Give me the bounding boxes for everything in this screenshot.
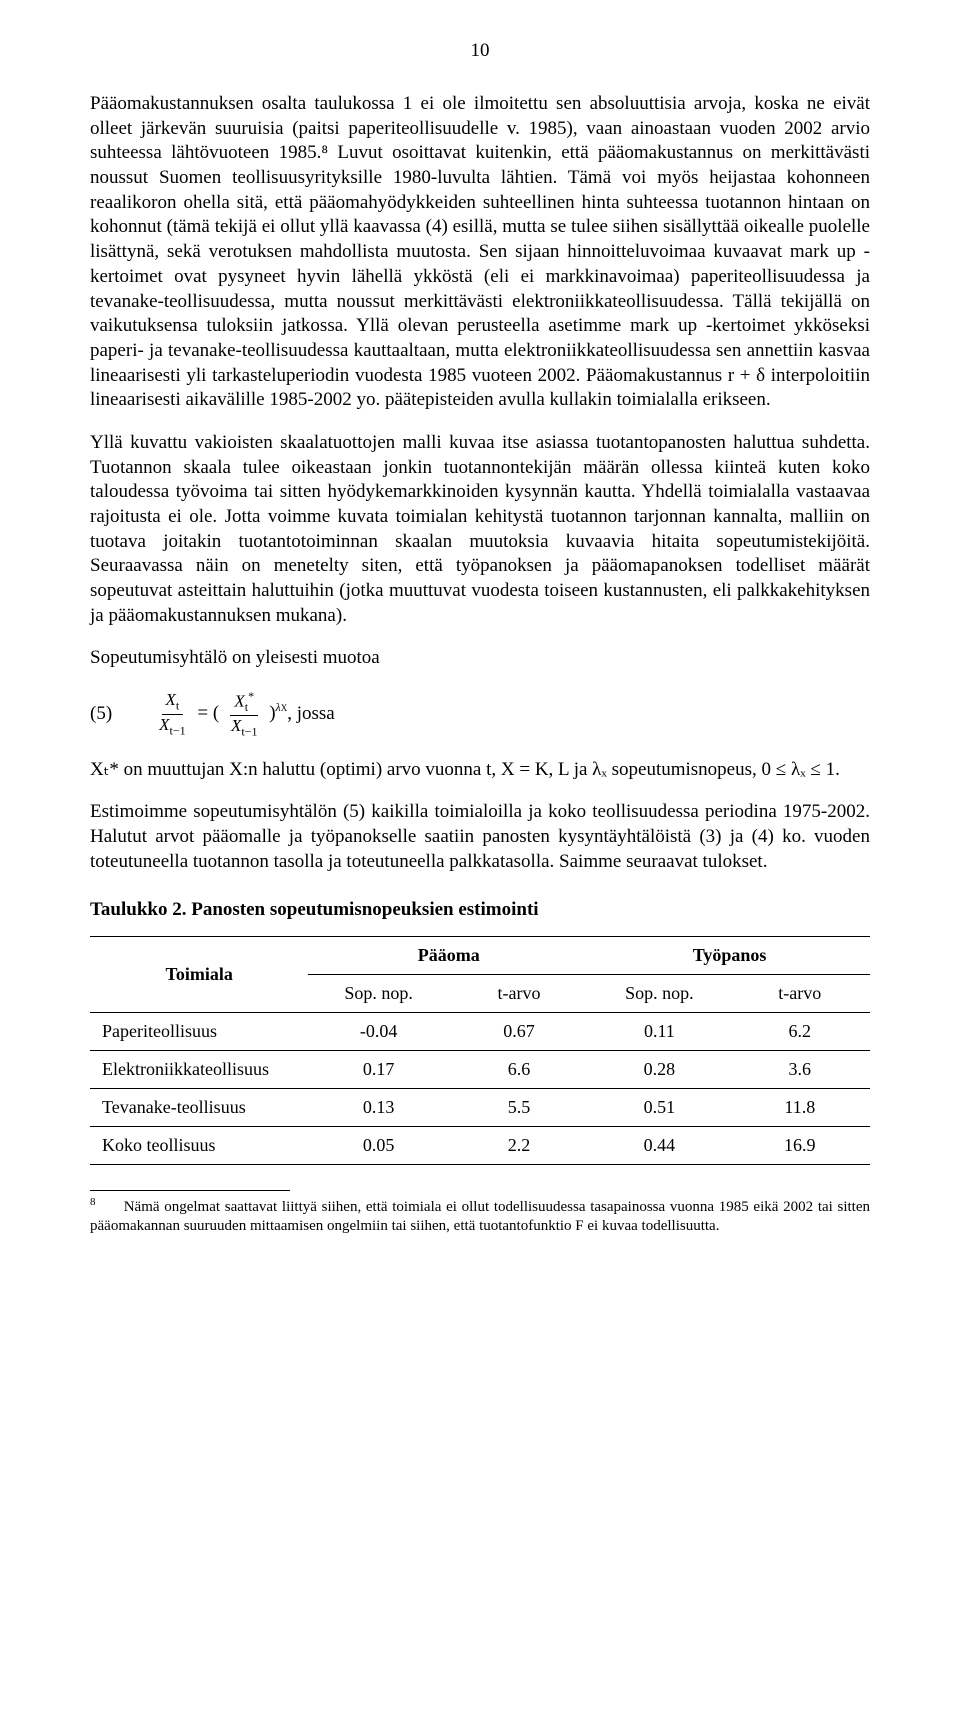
table-2: Toimiala Pääoma Työpanos Sop. nop. t-arv… [90, 936, 870, 1165]
equation-5: (5) Xt Xt−1 = ( Xt* Xt−1 )λX , jossa [90, 689, 870, 739]
table-row: Elektroniikkateollisuus 0.17 6.6 0.28 3.… [90, 1051, 870, 1089]
table-cell: 0.67 [449, 1013, 589, 1051]
table-cell: 0.51 [589, 1089, 729, 1127]
table-cell: Tevanake-teollisuus [90, 1089, 308, 1127]
footnote-number: 8 [90, 1196, 96, 1208]
table-cell: Elektroniikkateollisuus [90, 1051, 308, 1089]
footnote-separator [90, 1190, 290, 1191]
table-cell: 6.6 [449, 1051, 589, 1089]
paragraph-3: Sopeutumisyhtälö on yleisesti muotoa [90, 646, 870, 671]
paragraph-5: Estimoimme sopeutumisyhtälön (5) kaikill… [90, 800, 870, 874]
equation-number: (5) [90, 703, 112, 725]
table-2-title: Taulukko 2. Panosten sopeutumisnopeuksie… [90, 899, 870, 921]
table-subheader: Sop. nop. [589, 975, 729, 1013]
table-cell: 0.44 [589, 1127, 729, 1165]
equation-body: Xt Xt−1 = ( Xt* Xt−1 )λX [152, 689, 287, 739]
document-page: 10 Pääomakustannuksen osalta taulukossa … [0, 0, 960, 1276]
table-header-paaoma: Pääoma [308, 937, 589, 975]
paragraph-1: Pääomakustannuksen osalta taulukossa 1 e… [90, 92, 870, 413]
table-cell: Koko teollisuus [90, 1127, 308, 1165]
table-cell: 0.28 [589, 1051, 729, 1089]
table-row: Koko teollisuus 0.05 2.2 0.44 16.9 [90, 1127, 870, 1165]
table-cell: 0.17 [308, 1051, 448, 1089]
paragraph-4: Xₜ* on muuttujan X:n haluttu (optimi) ar… [90, 758, 870, 783]
table-header-tyopanos: Työpanos [589, 937, 870, 975]
table-cell: -0.04 [308, 1013, 448, 1051]
paragraph-2: Yllä kuvattu vakioisten skaalatuottojen … [90, 431, 870, 629]
table-subheader: t-arvo [449, 975, 589, 1013]
table-cell: 0.13 [308, 1089, 448, 1127]
footnote-8: 8 Nämä ongelmat saattavat liittyä siihen… [90, 1196, 870, 1236]
table-cell: Paperiteollisuus [90, 1013, 308, 1051]
table-row: Tevanake-teollisuus 0.13 5.5 0.51 11.8 [90, 1089, 870, 1127]
page-number: 10 [90, 40, 870, 62]
table-row: Paperiteollisuus -0.04 0.67 0.11 6.2 [90, 1013, 870, 1051]
table-subheader: t-arvo [730, 975, 870, 1013]
equation-suffix: , jossa [287, 703, 335, 725]
table-cell: 2.2 [449, 1127, 589, 1165]
table-cell: 11.8 [730, 1089, 870, 1127]
table-header-toimiala: Toimiala [90, 937, 308, 1013]
table-subheader: Sop. nop. [308, 975, 448, 1013]
table-cell: 3.6 [730, 1051, 870, 1089]
table-cell: 5.5 [449, 1089, 589, 1127]
table-cell: 0.05 [308, 1127, 448, 1165]
footnote-text: Nämä ongelmat saattavat liittyä siihen, … [90, 1199, 870, 1234]
table-cell: 0.11 [589, 1013, 729, 1051]
table-cell: 6.2 [730, 1013, 870, 1051]
table-cell: 16.9 [730, 1127, 870, 1165]
